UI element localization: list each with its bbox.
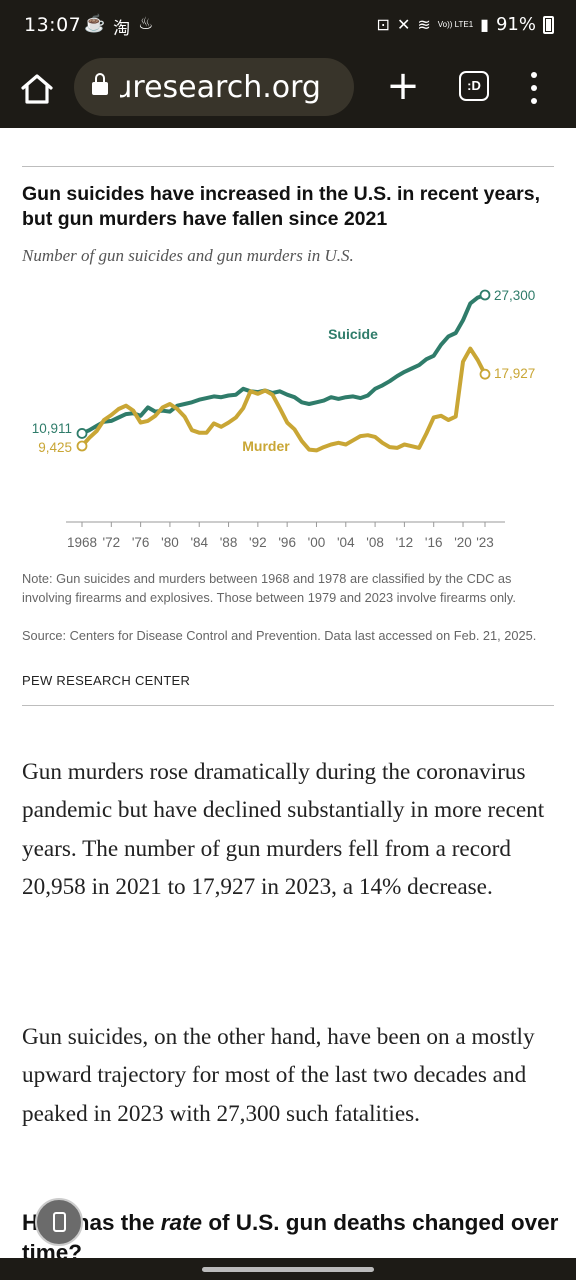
floating-phone-button[interactable] — [35, 1198, 83, 1246]
overflow-menu-button[interactable] — [520, 68, 548, 108]
home-icon — [21, 74, 53, 104]
series-start-label: 10,911 — [32, 421, 72, 436]
article-paragraph-2: Gun suicides, on the other hand, have be… — [22, 1024, 535, 1127]
navigation-bar — [0, 1258, 576, 1280]
x-tick-label: 1968 — [67, 535, 97, 550]
x-tick-label: '04 — [337, 535, 355, 550]
x-tick-label: '76 — [132, 535, 150, 550]
phone-icon — [53, 1212, 66, 1232]
tea-cup-icon: ☕ — [84, 14, 106, 33]
tab-switcher-button[interactable]: :D — [459, 71, 489, 101]
x-tick-label: '96 — [278, 535, 296, 550]
x-tick-label: '23 — [476, 535, 494, 550]
browser-toolbar: ɹresearch.org + :D — [0, 52, 576, 128]
x-tick-label: '88 — [220, 535, 238, 550]
wifi-icon: ≋ — [417, 16, 431, 34]
chart-subtitle: Number of gun suicides and gun murders i… — [22, 246, 354, 265]
system-icons: ⊡ ✕ ≋ Vo)) LTE1 ▮ 91% — [377, 14, 554, 35]
status-bar: 13:07 ☕ 淘 ♨ ⊡ ✕ ≋ Vo)) LTE1 ▮ 91% — [0, 0, 576, 52]
battery-percent: 91% — [495, 14, 536, 35]
mute-icon: ✕ — [396, 16, 411, 34]
new-tab-button[interactable]: + — [386, 63, 420, 109]
article-paragraph-1: Gun murders rose dramatically during the… — [22, 759, 545, 901]
x-tick-label: '72 — [103, 535, 121, 550]
gesture-handle[interactable] — [202, 1267, 374, 1272]
divider-top — [22, 166, 554, 167]
status-time: 13:07 — [24, 14, 82, 36]
notification-icons: ☕ 淘 ♨ — [84, 14, 153, 39]
series-name-label: Suicide — [328, 326, 378, 342]
series-start-label: 9,425 — [38, 440, 72, 455]
x-tick-label: '80 — [161, 535, 179, 550]
series-start-point — [76, 440, 88, 452]
url-text: ɹresearch.org — [120, 69, 321, 105]
series-line-murder — [80, 346, 487, 453]
x-tick-label: '92 — [249, 535, 267, 550]
x-tick-label: '12 — [396, 535, 414, 550]
series-end-label: 27,300 — [494, 288, 535, 303]
alipay-icon: ♨ — [138, 14, 154, 33]
x-tick-label: '20 — [454, 535, 472, 550]
lock-icon — [92, 73, 108, 95]
address-bar[interactable]: ɹresearch.org — [74, 58, 354, 116]
chart-note: Note: Gun suicides and murders between 1… — [22, 571, 516, 605]
x-tick-label: '16 — [425, 535, 443, 550]
signal-icon: ▮ — [480, 16, 489, 34]
series-end-point — [479, 368, 491, 380]
taobao-icon: 淘 — [113, 19, 131, 38]
battery-icon — [543, 15, 554, 34]
home-button[interactable] — [18, 70, 56, 108]
series-line-suicide — [80, 293, 487, 436]
divider-bottom — [22, 705, 554, 706]
series-name-label: Murder — [242, 438, 290, 454]
nfc-icon: ⊡ — [376, 16, 390, 34]
chart-title: Gun suicides have increased in the U.S. … — [22, 183, 541, 230]
line-chart: 1968 '72 '76 '80 '84 '88 '92 '96 '00 '04 '08 '12 '16… — [32, 288, 536, 550]
series-start-point — [76, 428, 88, 439]
series-end-point — [479, 289, 491, 301]
x-tick-label: '00 — [308, 535, 326, 550]
x-tick-label: '84 — [190, 535, 208, 550]
series-end-label: 17,927 — [494, 366, 535, 381]
x-tick-label: '08 — [366, 535, 384, 550]
brand-label: PEW RESEARCH CENTER — [22, 673, 191, 688]
volte-icon: Vo)) LTE1 — [437, 20, 474, 29]
chart-source: Source: Centers for Disease Control and … — [22, 628, 537, 643]
